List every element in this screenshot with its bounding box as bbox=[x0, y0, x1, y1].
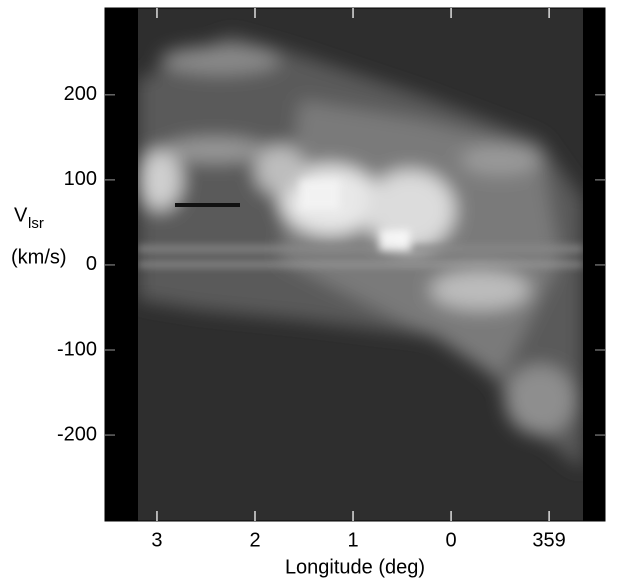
y-axis-subscript: lsr bbox=[28, 215, 44, 232]
x-tick-label: 359 bbox=[532, 529, 565, 551]
x-tick-label: 3 bbox=[151, 529, 162, 551]
y-tick-label: -200 bbox=[57, 423, 97, 445]
x-tick-label: 1 bbox=[347, 529, 358, 551]
y-tick-label: 100 bbox=[64, 168, 97, 190]
x-tick-label: 2 bbox=[249, 529, 260, 551]
y-axis-unit: (km/s) bbox=[11, 246, 67, 268]
y-tick-label: 200 bbox=[64, 83, 97, 105]
y-tick-label: -100 bbox=[57, 338, 97, 360]
y-tick-label: 0 bbox=[86, 253, 97, 275]
x-axis-label: Longitude (deg) bbox=[285, 556, 425, 578]
image bbox=[105, 8, 605, 521]
y-axis-symbol: V bbox=[14, 204, 28, 226]
x-tick-label: 0 bbox=[446, 529, 457, 551]
